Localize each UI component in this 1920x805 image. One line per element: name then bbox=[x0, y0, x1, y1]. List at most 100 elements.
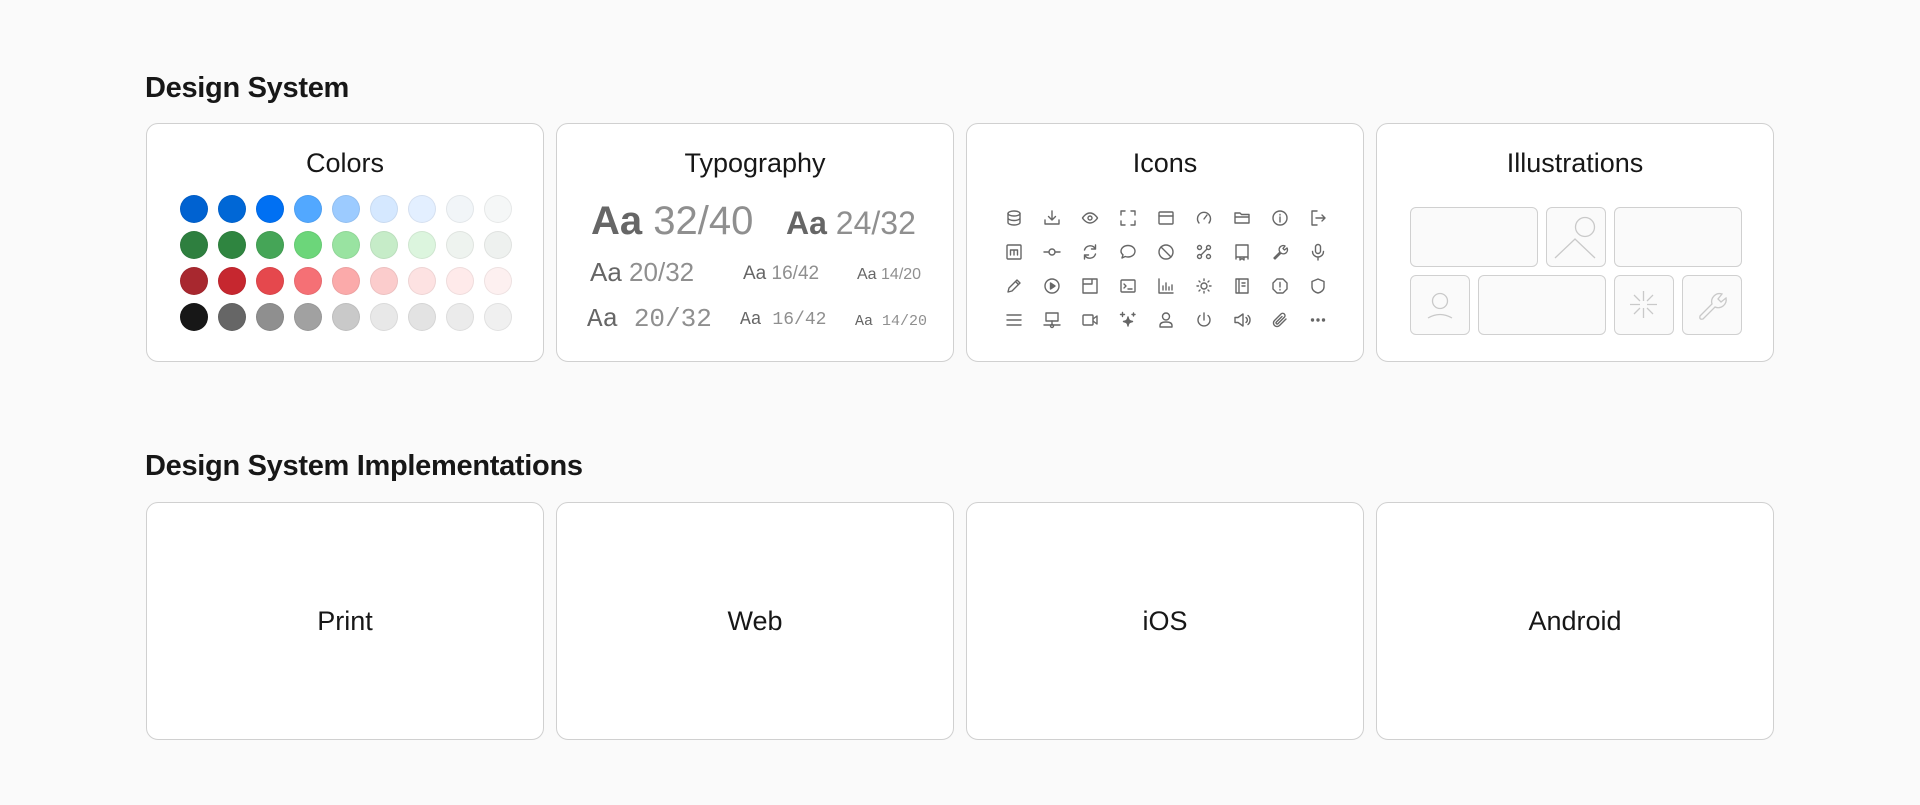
card-title: Colors bbox=[305, 148, 385, 178]
color-swatch bbox=[408, 267, 436, 295]
color-swatch bbox=[294, 231, 322, 259]
color-swatch bbox=[446, 303, 474, 331]
color-swatch bbox=[446, 195, 474, 223]
card-colors[interactable]: Colors bbox=[146, 123, 544, 362]
color-swatch bbox=[256, 195, 284, 223]
color-swatch bbox=[256, 303, 284, 331]
message-icon bbox=[1119, 243, 1137, 261]
blocked-icon bbox=[1157, 243, 1175, 261]
color-swatch bbox=[408, 303, 436, 331]
card-print[interactable]: Print bbox=[146, 502, 544, 740]
color-swatch bbox=[370, 195, 398, 223]
command-icon bbox=[1195, 243, 1213, 261]
color-swatch bbox=[332, 231, 360, 259]
illustration-wrench bbox=[1682, 275, 1742, 335]
card-ios[interactable]: iOS bbox=[966, 502, 1364, 740]
color-swatch bbox=[408, 231, 436, 259]
shield-icon bbox=[1309, 277, 1327, 295]
color-swatch bbox=[180, 267, 208, 295]
type-sample-mono-14: Aa 14/20 bbox=[855, 313, 928, 330]
gauge-icon bbox=[1195, 209, 1213, 227]
power-icon bbox=[1195, 311, 1213, 329]
color-swatch bbox=[294, 195, 322, 223]
color-swatch bbox=[484, 267, 512, 295]
folder-open-icon bbox=[1233, 209, 1251, 227]
color-swatch bbox=[332, 195, 360, 223]
section-title-design-system: Design System bbox=[145, 72, 350, 104]
network-icon bbox=[1043, 311, 1061, 329]
database-icon bbox=[1005, 209, 1023, 227]
bookmark-device-icon bbox=[1233, 243, 1251, 261]
color-swatch bbox=[294, 303, 322, 331]
sparkles-icon bbox=[1119, 311, 1137, 329]
paperclip-icon bbox=[1271, 311, 1289, 329]
color-swatch bbox=[370, 303, 398, 331]
card-title: Icons bbox=[1132, 148, 1198, 178]
terminal-icon bbox=[1119, 277, 1137, 295]
color-swatch bbox=[446, 267, 474, 295]
notes-icon bbox=[1081, 277, 1099, 295]
sun-icon bbox=[1195, 277, 1213, 295]
color-swatch bbox=[218, 195, 246, 223]
color-swatch bbox=[408, 195, 436, 223]
video-icon bbox=[1081, 311, 1099, 329]
pencil-icon bbox=[1005, 277, 1023, 295]
refresh-icon bbox=[1081, 243, 1099, 261]
card-title: Illustrations bbox=[1506, 148, 1644, 178]
download-icon bbox=[1043, 209, 1061, 227]
color-swatch bbox=[332, 303, 360, 331]
card-illustrations[interactable]: Illustrations bbox=[1376, 123, 1774, 362]
markdown-icon bbox=[1005, 243, 1023, 261]
type-sample-20: Aa 20/32 bbox=[590, 257, 695, 287]
illustration-loader bbox=[1614, 275, 1674, 335]
wrench-icon bbox=[1271, 243, 1289, 261]
section-title-implementations: Design System Implementations bbox=[145, 450, 583, 482]
bar-chart-icon bbox=[1157, 277, 1175, 295]
color-swatch bbox=[180, 195, 208, 223]
card-web[interactable]: Web bbox=[556, 502, 954, 740]
git-commit-icon bbox=[1043, 243, 1061, 261]
color-swatch bbox=[218, 267, 246, 295]
type-sample-14: Aa 14/20 bbox=[857, 266, 922, 283]
color-swatch bbox=[446, 231, 474, 259]
color-swatch bbox=[332, 267, 360, 295]
card-icons[interactable]: Icons bbox=[966, 123, 1364, 362]
illustration-user bbox=[1410, 275, 1470, 335]
type-sample-32: Aa 32/40 bbox=[591, 199, 754, 243]
play-icon bbox=[1043, 277, 1061, 295]
card-title: Android bbox=[1528, 605, 1622, 636]
color-swatch bbox=[294, 267, 322, 295]
type-sample-16: Aa 16/42 bbox=[743, 263, 820, 284]
user-icon bbox=[1157, 311, 1175, 329]
card-title: iOS bbox=[1142, 605, 1188, 636]
microphone-icon bbox=[1309, 243, 1327, 261]
more-icon bbox=[1309, 311, 1327, 329]
card-title: Web bbox=[727, 605, 783, 636]
logout-icon bbox=[1309, 209, 1327, 227]
color-swatch bbox=[370, 231, 398, 259]
color-swatch bbox=[256, 267, 284, 295]
illustration-blank bbox=[1614, 207, 1742, 267]
book-icon bbox=[1233, 277, 1251, 295]
color-swatch bbox=[370, 267, 398, 295]
illustration-blank bbox=[1410, 207, 1538, 267]
menu-icon bbox=[1005, 311, 1023, 329]
speaker-icon bbox=[1233, 311, 1251, 329]
illustration-blank bbox=[1478, 275, 1606, 335]
color-swatch bbox=[180, 231, 208, 259]
card-title: Typography bbox=[684, 148, 826, 178]
color-swatch bbox=[218, 231, 246, 259]
fullscreen-icon bbox=[1119, 209, 1137, 227]
type-sample-24: Aa 24/32 bbox=[786, 205, 916, 241]
eye-icon bbox=[1081, 209, 1099, 227]
color-swatch bbox=[484, 231, 512, 259]
card-android[interactable]: Android bbox=[1376, 502, 1774, 740]
card-typography[interactable]: Typography Aa 32/40 Aa 24/32 Aa 20/32 Aa… bbox=[556, 123, 954, 362]
card-title: Print bbox=[317, 605, 373, 636]
type-sample-mono-16: Aa 16/42 bbox=[740, 310, 827, 330]
alert-octagon-icon bbox=[1271, 277, 1289, 295]
illustration-image bbox=[1546, 207, 1606, 267]
color-swatch bbox=[218, 303, 246, 331]
color-swatch bbox=[180, 303, 208, 331]
color-swatch bbox=[484, 303, 512, 331]
